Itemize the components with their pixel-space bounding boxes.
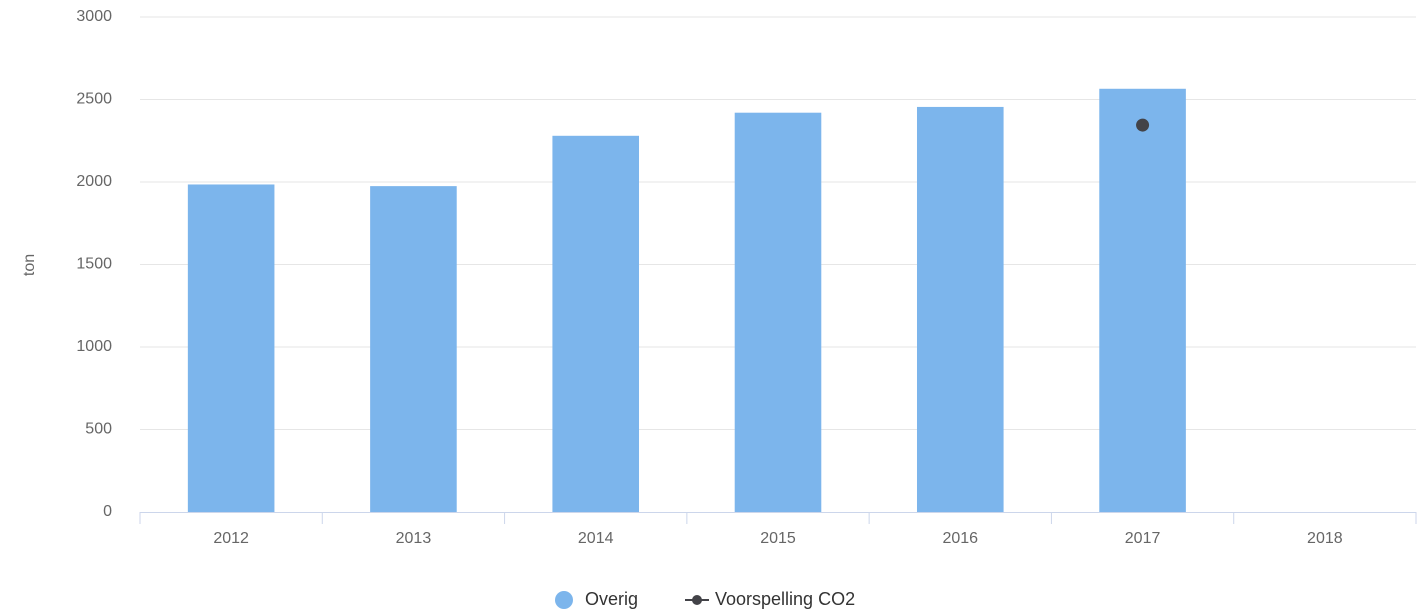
y-tick-label: 2500 (76, 91, 112, 108)
bar (552, 135, 640, 513)
legend-marker (555, 591, 573, 609)
y-axis-title: ton (21, 254, 38, 276)
x-tick-label: 2013 (396, 530, 432, 547)
x-tick-label: 2018 (1307, 530, 1343, 547)
x-tick-label: 2017 (1125, 530, 1161, 547)
point (1136, 118, 1150, 132)
bar (734, 112, 822, 512)
y-tick-label: 3000 (76, 8, 112, 25)
y-tick-label: 1000 (76, 338, 112, 355)
legend: Overig Voorspelling CO2 (555, 589, 855, 609)
bar (370, 186, 457, 512)
bar (1099, 88, 1186, 513)
x-tick-label: 2016 (942, 530, 978, 547)
legend-label: Overig (585, 589, 638, 609)
bar (187, 184, 275, 512)
bar (916, 106, 1004, 513)
y-tick-label: 0 (103, 503, 112, 520)
y-tick-label: 2000 (76, 173, 112, 190)
y-tick-label: 500 (85, 421, 112, 438)
legend-marker (692, 595, 702, 605)
x-tick-label: 2014 (578, 530, 614, 547)
legend-label: Voorspelling CO2 (715, 589, 855, 609)
x-tick-label: 2012 (213, 530, 249, 547)
x-tick-label: 2015 (760, 530, 796, 547)
y-tick-label: 1500 (76, 256, 112, 273)
